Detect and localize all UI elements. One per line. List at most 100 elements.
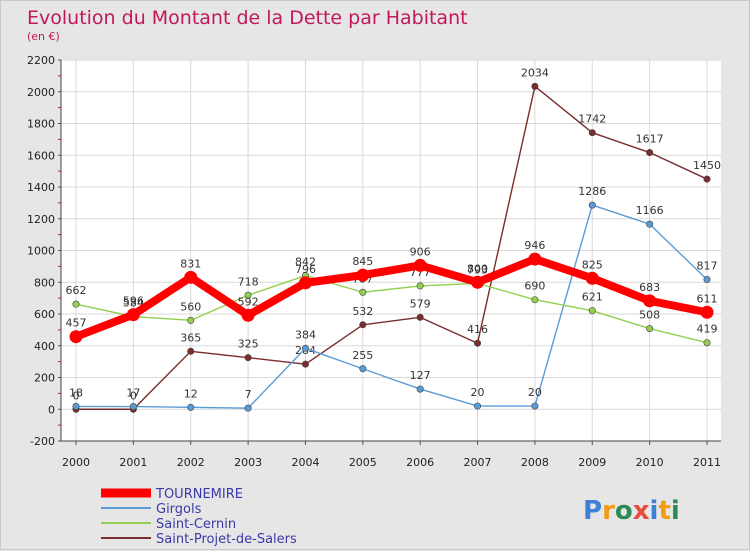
data-label: 365 (180, 331, 201, 344)
legend: TOURNEMIREGirgolsSaint-CerninSaint-Proje… (101, 487, 297, 547)
data-point (413, 258, 427, 272)
data-label: 683 (639, 281, 660, 294)
data-point (474, 402, 482, 410)
brand-letter: r (602, 496, 615, 526)
data-point (129, 403, 137, 411)
x-tick-label: 2010 (636, 456, 664, 469)
data-label: 1450 (693, 159, 721, 172)
data-point (416, 313, 424, 321)
data-label: 419 (697, 323, 718, 336)
y-tick-label: 1600 (27, 149, 55, 162)
data-label: 17 (126, 387, 140, 400)
data-label: 845 (352, 255, 373, 268)
x-tick-label: 2008 (521, 456, 549, 469)
series-line (75, 204, 708, 409)
data-point (187, 347, 195, 355)
data-point (241, 308, 255, 322)
data-label: 20 (528, 386, 542, 399)
data-point (359, 288, 367, 296)
data-label: 690 (524, 280, 545, 293)
y-tick-label: 2200 (27, 54, 55, 67)
y-tick-label: 2000 (27, 86, 55, 99)
data-label: 621 (582, 291, 603, 304)
x-tick-label: 2007 (464, 456, 492, 469)
data-label: 793 (467, 263, 488, 276)
legend-item: Saint-Cernin (101, 517, 236, 532)
legend-item: Saint-Projet-de-Salers (101, 532, 297, 547)
y-tick-label: 1400 (27, 181, 55, 194)
x-tick-label: 2001 (119, 456, 147, 469)
x-tick-label: 2003 (234, 456, 262, 469)
data-label: 12 (184, 387, 198, 400)
data-label: 1286 (578, 185, 606, 198)
y-tick-label: 1200 (27, 213, 55, 226)
brand-letter: i (671, 496, 680, 526)
data-label: 18 (69, 386, 83, 399)
series-line (76, 85, 708, 410)
data-point (646, 220, 654, 228)
data-point (528, 252, 542, 266)
data-label: 718 (238, 275, 259, 288)
data-point (531, 402, 539, 410)
data-point (244, 291, 252, 299)
data-point (585, 271, 599, 285)
brand-letter: P (583, 496, 602, 526)
y-tick-label: 600 (34, 308, 55, 321)
data-point (359, 321, 367, 329)
data-label: 384 (295, 328, 316, 341)
data-point (588, 307, 596, 315)
data-point (187, 403, 195, 411)
data-point (703, 175, 711, 183)
y-tick-label: 800 (34, 276, 55, 289)
data-point (416, 385, 424, 393)
data-label: 796 (295, 263, 316, 276)
x-tick-label: 2009 (578, 456, 606, 469)
legend-label: TOURNEMIRE (155, 487, 243, 502)
data-label: 508 (639, 309, 660, 322)
legend-label: Girgols (156, 502, 202, 517)
data-label: 579 (410, 297, 431, 310)
data-label: 662 (66, 284, 87, 297)
data-label: 1617 (636, 133, 664, 146)
legend-item: Girgols (101, 502, 202, 517)
data-point (244, 404, 252, 412)
x-tick-label: 2000 (62, 456, 90, 469)
series-line (74, 255, 708, 341)
series-line (75, 274, 708, 344)
data-point (416, 282, 424, 290)
data-point (187, 316, 195, 324)
data-label: 255 (352, 349, 373, 362)
data-label: 842 (295, 256, 316, 269)
y-tick-label: 200 (34, 372, 55, 385)
y-tick-label: 1800 (27, 118, 55, 131)
brand-letter: i (650, 496, 659, 526)
data-point (72, 300, 80, 308)
data-point (588, 129, 596, 137)
data-point (703, 339, 711, 347)
data-label: 611 (697, 292, 718, 305)
legend-label: Saint-Cernin (156, 517, 236, 532)
data-point (646, 325, 654, 333)
data-label: 560 (180, 300, 201, 313)
data-label: 596 (123, 295, 144, 308)
data-label: 416 (467, 323, 488, 336)
x-tick-label: 2002 (177, 456, 205, 469)
data-label: 532 (352, 305, 373, 318)
data-point (588, 201, 596, 209)
data-point (184, 270, 198, 284)
legend-item: TOURNEMIRE (101, 487, 243, 502)
data-label: 325 (238, 338, 259, 351)
x-tick-label: 2011 (693, 456, 721, 469)
data-point (69, 330, 83, 344)
x-tick-label: 2005 (349, 456, 377, 469)
data-label: 592 (238, 295, 259, 308)
y-tick-label: 0 (48, 403, 55, 416)
y-tick-label: 400 (34, 340, 55, 353)
legend-label: Saint-Projet-de-Salers (156, 532, 297, 547)
data-label: 457 (66, 317, 87, 330)
data-point (356, 268, 370, 282)
data-point (474, 339, 482, 347)
